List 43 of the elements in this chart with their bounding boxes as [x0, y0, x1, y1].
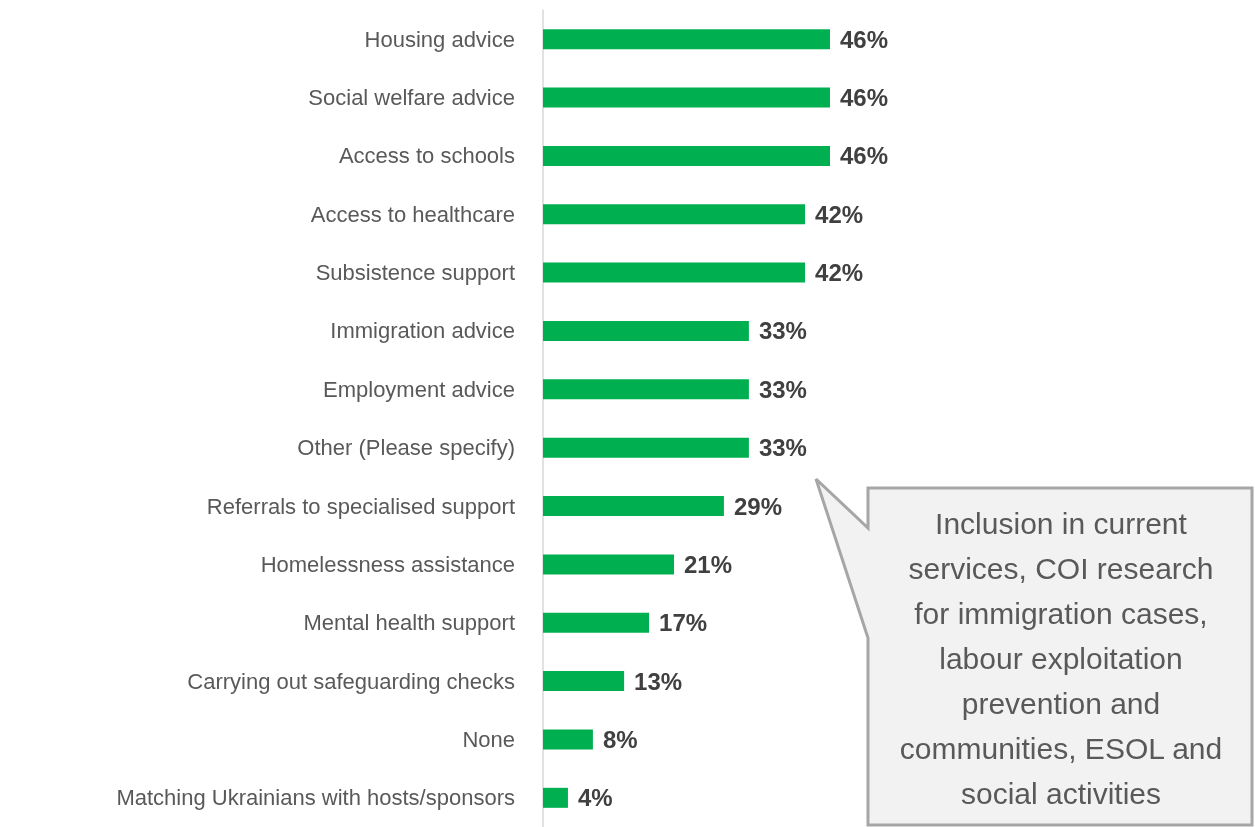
bar	[543, 145, 830, 166]
data-label: 42%	[815, 200, 864, 228]
data-label: 21%	[684, 550, 733, 578]
y-tick-label: Access to healthcare	[310, 201, 515, 227]
data-label: 33%	[758, 375, 807, 403]
y-tick-label: Mental health support	[303, 610, 515, 636]
bar	[543, 496, 724, 517]
data-label: 4%	[577, 784, 613, 812]
y-tick-label: Housing advice	[364, 26, 515, 52]
data-label: 46%	[840, 84, 889, 112]
bar	[543, 437, 749, 458]
data-label: 33%	[758, 434, 807, 462]
data-label: 46%	[840, 25, 889, 53]
y-tick-label: Immigration advice	[330, 318, 515, 344]
data-label: 8%	[602, 725, 638, 753]
data-label: 42%	[815, 259, 864, 287]
data-label: 33%	[758, 317, 807, 345]
y-tick-label: Social welfare advice	[308, 85, 515, 111]
data-label: 29%	[733, 492, 782, 520]
y-tick-label: Matching Ukrainians with hosts/sponsors	[116, 785, 515, 811]
bar	[543, 29, 830, 50]
bar	[543, 612, 650, 633]
bar	[543, 204, 806, 225]
bar	[543, 379, 749, 400]
bar	[543, 787, 568, 808]
data-label: 13%	[634, 667, 683, 695]
bar	[543, 320, 749, 341]
bar	[543, 87, 830, 108]
y-tick-label: Referrals to specialised support	[206, 493, 515, 519]
data-label: 46%	[840, 142, 889, 170]
bar	[543, 554, 675, 575]
y-tick-label: None	[462, 726, 515, 752]
bar	[543, 262, 806, 283]
bar	[543, 671, 625, 692]
bar	[543, 729, 593, 750]
y-tick-label: Employment advice	[323, 376, 515, 402]
y-tick-label: Homelessness assistance	[260, 551, 515, 577]
data-label: 17%	[659, 609, 708, 637]
y-tick-label: Access to schools	[338, 143, 515, 169]
y-tick-label: Other (Please specify)	[297, 435, 515, 461]
y-tick-label: Carrying out safeguarding checks	[187, 668, 515, 694]
y-tick-label: Subsistence support	[315, 260, 515, 286]
text: Inclusion in current services, COI research for immigration cases, labour exploitation prevention and communities, ESOL and social activities	[898, 505, 1224, 812]
